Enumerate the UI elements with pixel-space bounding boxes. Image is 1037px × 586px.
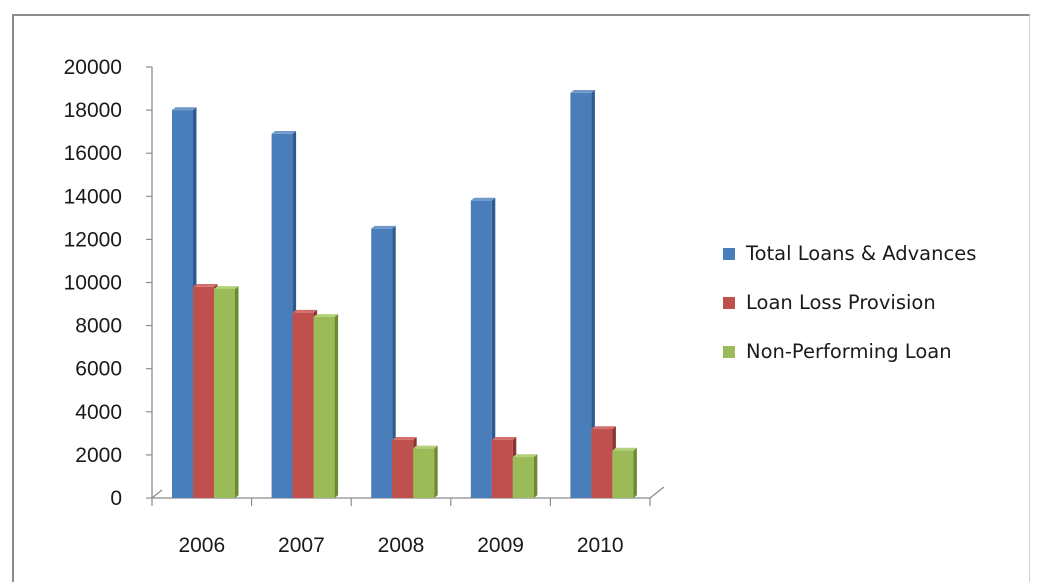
- y-tick-label: 0: [110, 487, 122, 510]
- bar-side: [633, 447, 637, 498]
- y-tick-labels: 0 2000 4000 6000 8000 10000 12000 14000 16000 180…: [64, 56, 122, 510]
- bar: [271, 131, 297, 498]
- bar-front: [491, 439, 513, 498]
- bar-front: [612, 450, 634, 498]
- bar-side: [591, 90, 595, 498]
- bar-top: [591, 426, 616, 430]
- legend-swatch: [723, 346, 735, 358]
- bar-top: [313, 314, 339, 317]
- legend-label: Total Loans & Advances: [745, 242, 976, 265]
- bars: [172, 90, 637, 499]
- bar-top: [271, 131, 297, 134]
- bar-top: [193, 284, 218, 287]
- bar-top: [392, 437, 417, 440]
- x-tick-label: 2010: [577, 534, 624, 557]
- bar-side: [392, 225, 396, 498]
- bar-front: [392, 439, 414, 498]
- bar-front: [570, 92, 592, 499]
- bar-front: [193, 286, 214, 498]
- y-tick-label: 8000: [75, 315, 122, 338]
- legend-swatch: [723, 248, 735, 260]
- bar: [491, 437, 517, 498]
- bar-front: [413, 448, 435, 498]
- bar-side: [235, 286, 239, 498]
- bar: [313, 314, 339, 498]
- bar-front: [214, 288, 235, 498]
- bar-top: [214, 286, 239, 289]
- legend-item: Loan Loss Provision: [723, 291, 936, 314]
- y-tick-label: 18000: [64, 99, 122, 122]
- bar: [392, 437, 417, 498]
- bar-front: [271, 133, 293, 498]
- bar: [512, 454, 538, 498]
- bar-top: [570, 90, 595, 93]
- bar: [591, 426, 616, 498]
- bar-front: [371, 228, 393, 498]
- bar: [413, 445, 438, 498]
- x-tick-label: 2006: [178, 534, 225, 557]
- y-tick-label: 4000: [75, 401, 122, 424]
- bar: [292, 309, 318, 498]
- bar-top: [172, 107, 197, 111]
- bar: [172, 107, 197, 499]
- y-tick-label: 10000: [64, 272, 122, 295]
- x-tick-label: 2009: [477, 534, 524, 557]
- y-tick-label: 2000: [75, 444, 122, 467]
- bar-side: [491, 197, 496, 498]
- bar-front: [512, 457, 534, 498]
- bar-top: [491, 437, 517, 440]
- y-tick-label: 14000: [64, 185, 122, 208]
- bar-front: [172, 110, 193, 498]
- bar-top: [512, 454, 538, 458]
- x-tick-label: 2007: [278, 534, 325, 557]
- floor-right-edge: [649, 486, 665, 499]
- bar-side: [533, 454, 538, 498]
- floor-left-edge: [151, 489, 163, 499]
- legend-item: Total Loans & Advances: [723, 242, 976, 265]
- bar: [193, 284, 218, 498]
- y-tick-label: 20000: [64, 56, 122, 79]
- legend-swatch: [723, 297, 735, 309]
- legend-item: Non-Performing Loan: [723, 340, 952, 363]
- legend-label: Loan Loss Provision: [746, 291, 936, 314]
- bar-top: [612, 447, 637, 451]
- bar-top: [371, 225, 396, 229]
- bar-front: [470, 200, 492, 499]
- bar-top: [470, 197, 496, 201]
- bar: [570, 90, 595, 499]
- bar-top: [413, 445, 438, 449]
- y-tick-label: 12000: [64, 228, 122, 251]
- x-tick-labels: 2006 2007 2008 2009 2010: [178, 534, 623, 557]
- y-tick-label: 6000: [75, 358, 122, 381]
- bar-front: [313, 316, 335, 498]
- x-tick-label: 2008: [378, 534, 425, 557]
- bar-front: [292, 312, 314, 498]
- bar: [470, 197, 496, 499]
- bar-side: [434, 445, 438, 498]
- bar-front: [591, 429, 613, 498]
- bar-side: [334, 314, 339, 498]
- bar-top: [292, 309, 318, 313]
- legend-label: Non-Performing Loan: [746, 340, 952, 363]
- bar: [214, 286, 239, 498]
- bar: [371, 225, 396, 498]
- y-tick-label: 16000: [64, 142, 122, 165]
- bar: [612, 447, 637, 498]
- legend: Total Loans & Advances Loan Loss Provisio…: [723, 242, 976, 363]
